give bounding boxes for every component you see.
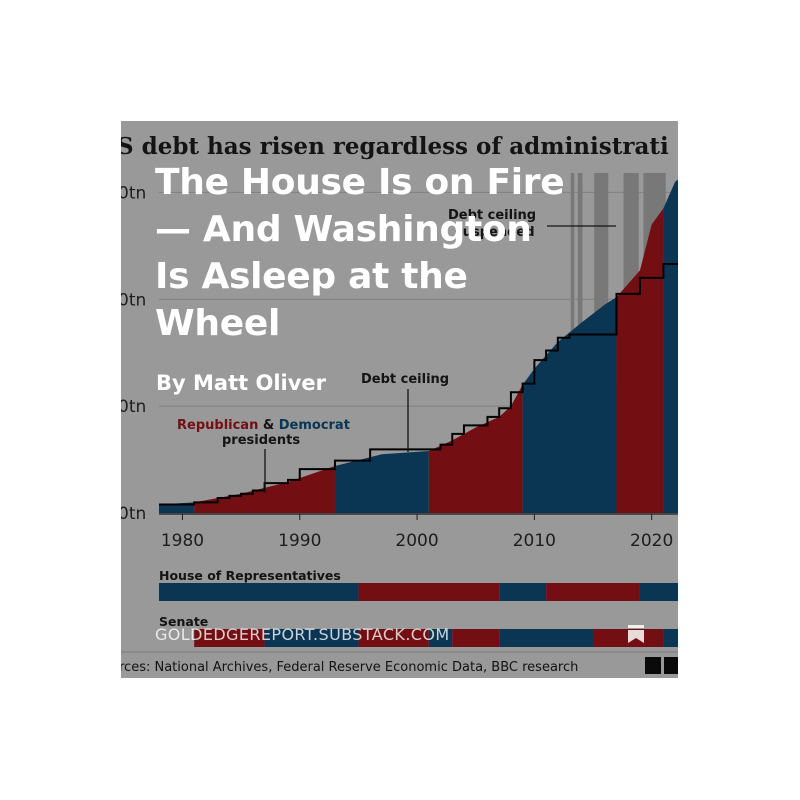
x-tick-label: 1980 [161, 531, 204, 551]
senate-segment [194, 629, 265, 647]
senate-segment [358, 629, 429, 647]
debt-chart: S debt has risen regardless of administr… [121, 121, 678, 678]
senate-segment [499, 629, 594, 647]
senate-segment [264, 629, 359, 647]
post-byline[interactable]: By Matt Oliver [156, 371, 326, 395]
senate-label: Senate [159, 614, 208, 629]
house-segment [159, 583, 359, 601]
senate-segment [428, 629, 453, 647]
senate-segment [452, 629, 500, 647]
x-tick-label: 2020 [630, 531, 673, 551]
post-headline[interactable]: The House Is on Fire — And Washington Is… [155, 162, 565, 344]
president-term-area [334, 451, 429, 513]
house-segment [639, 583, 678, 601]
logo-block-2 [664, 657, 678, 674]
presidents-legend: Republican & Democrat [177, 418, 350, 433]
bookmark-icon[interactable] [627, 624, 645, 644]
president-term-area [616, 208, 664, 513]
suspended-label-line1: Debt ceiling [448, 208, 536, 223]
annotations: Debt ceiling Debt ceiling suspended Repu… [177, 208, 616, 493]
house-strip [159, 583, 678, 601]
y-tick-label: 0tn [121, 290, 146, 310]
y-tick-label: 0tn [121, 397, 146, 417]
legend-democrat: Democrat [279, 418, 350, 433]
legend-amp: & [258, 418, 278, 433]
x-tick-label: 1990 [278, 531, 321, 551]
x-tick-label: 2010 [513, 531, 556, 551]
source-note: rces: National Archives, Federal Reserve… [121, 660, 578, 675]
publication-name[interactable]: GOLDEDGEREPORT.SUBSTACK.COM [155, 625, 450, 644]
president-term-area [663, 179, 678, 513]
debt-ceiling-label: Debt ceiling [361, 372, 449, 387]
x-tick-label: 2000 [395, 531, 438, 551]
y-tick-label: 0tn [121, 183, 146, 203]
y-tick-label: 0tn [121, 504, 146, 524]
chart-title: S debt has risen regardless of administr… [121, 133, 669, 160]
legend-presidents: presidents [222, 433, 300, 448]
house-label: House of Representatives [159, 568, 341, 583]
debt-ceiling-step [159, 262, 678, 506]
legend-republican: Republican [177, 418, 258, 433]
y-axis: 0tn 0tn 0tn 0tn [121, 183, 146, 524]
suspended-label-line2: suspended [455, 225, 535, 240]
x-axis: 1980 1990 2000 2010 2020 [159, 513, 678, 551]
house-segment [546, 583, 640, 601]
president-term-area [522, 297, 617, 513]
post-card[interactable]: S debt has risen regardless of administr… [121, 121, 678, 678]
logo-block-1 [645, 657, 661, 674]
debt-ceiling-line [159, 262, 678, 506]
senate-segment [663, 629, 678, 647]
house-segment [499, 583, 547, 601]
senate-strip [194, 629, 678, 647]
house-segment [358, 583, 500, 601]
bbc-logo [645, 657, 678, 674]
